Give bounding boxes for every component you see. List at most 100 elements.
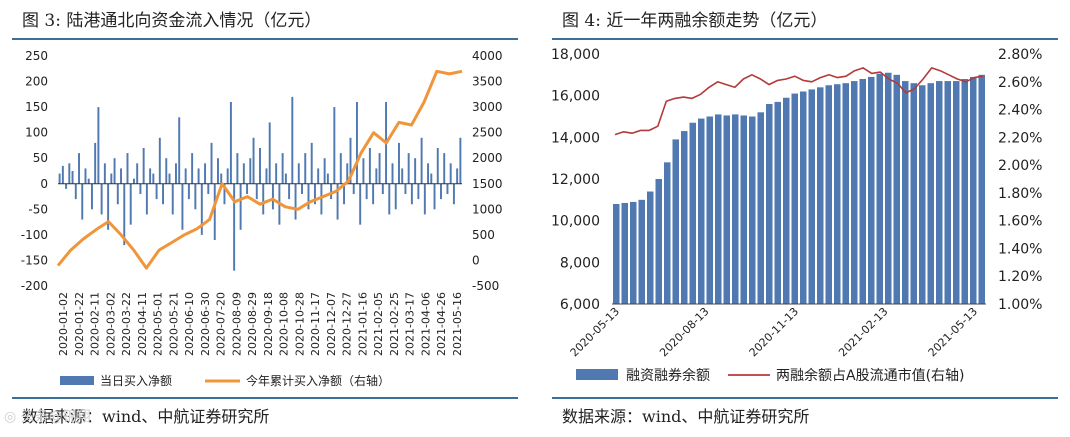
x-tick-label: 2020-06-30	[199, 292, 212, 356]
right-y-tick: -500	[472, 279, 499, 293]
flow-bar	[74, 183, 77, 200]
x-tick-label: 2021-03-17	[404, 292, 417, 356]
margin-bar	[842, 83, 849, 304]
flow-bar	[142, 148, 145, 184]
margin-bar	[808, 89, 815, 304]
flow-bar	[407, 153, 410, 184]
margin-bar	[978, 74, 985, 304]
flow-bar	[107, 183, 110, 230]
flow-bar	[375, 168, 378, 184]
flow-bar	[213, 183, 216, 240]
right-y-tick: 2.80%	[998, 47, 1042, 63]
x-tick-label: 2020-07-20	[215, 292, 228, 356]
right-y-tick: 1.40%	[998, 241, 1042, 257]
flow-bar	[58, 173, 61, 184]
right-title-rule	[552, 38, 1058, 40]
flow-bar	[223, 183, 226, 205]
flow-bar	[317, 168, 320, 184]
flow-bar	[410, 183, 413, 205]
x-tick-label: 2020-08-09	[230, 292, 243, 356]
left-y-tick: 250	[25, 49, 48, 63]
flow-bar	[443, 153, 446, 184]
margin-bar	[621, 202, 628, 304]
margin-bar	[927, 83, 934, 304]
flow-bar	[61, 165, 64, 184]
left-chart-panel: 图 3: 陆港通北向资金流入情况（亿元） 250 200 150 100 50 0 -50-…	[0, 0, 530, 437]
right-y-tick: 1.00%	[998, 297, 1042, 313]
legend-bar-label: 当日买入净额	[100, 374, 172, 388]
flow-bar	[78, 153, 80, 184]
x-tick-label: 2021-02-25	[388, 292, 401, 356]
flow-bar	[129, 183, 132, 225]
flow-bar	[294, 183, 297, 220]
x-tick-label: 2020-04-11	[136, 292, 149, 356]
flow-bar	[110, 173, 113, 184]
flow-bar	[355, 102, 358, 184]
left-y-tick: 12,000	[551, 172, 600, 188]
flow-bar	[368, 148, 371, 184]
flow-bar	[394, 183, 397, 210]
flow-bar	[284, 173, 287, 184]
left-y-tick: 10,000	[551, 214, 600, 230]
margin-bar	[766, 104, 773, 304]
x-tick-label: 2021-02-05	[372, 292, 385, 356]
left-y-tick: -150	[21, 253, 48, 267]
margin-bar	[715, 114, 722, 304]
flow-bar	[275, 163, 278, 184]
flow-bar	[120, 168, 122, 184]
margin-bar	[851, 81, 858, 304]
left-y-tick: 8,000	[560, 255, 600, 271]
right-y-tick: 1000	[472, 202, 503, 216]
flow-bar	[165, 158, 168, 184]
x-tick-label: 2020-02-11	[89, 292, 102, 356]
x-tick-label: 2020-08-29	[246, 292, 259, 356]
ratio-line	[614, 67, 984, 136]
margin-bar	[919, 85, 926, 304]
left-title-rule	[12, 38, 518, 40]
margin-bar	[630, 201, 637, 304]
margin-bar	[834, 84, 841, 305]
flow-bar	[446, 183, 449, 194]
x-tick-label: 2020-06-10	[183, 292, 196, 356]
left-y-tick: 200	[25, 75, 48, 89]
margin-bar	[698, 118, 705, 304]
left-y-tick: 50	[33, 151, 48, 165]
margin-bar	[655, 179, 662, 304]
flow-bar	[414, 158, 417, 184]
flow-bar	[187, 183, 190, 200]
flow-bar	[191, 153, 194, 184]
flow-bar	[168, 173, 171, 184]
flow-bar	[171, 183, 174, 215]
flow-bar	[162, 183, 165, 205]
left-source-rule	[12, 397, 518, 399]
flow-bar	[268, 122, 271, 184]
legend-line-label: 今年累计买入净额（右轴）	[246, 373, 390, 388]
flow-bar	[372, 183, 375, 205]
left-y-tick: -50	[28, 202, 48, 216]
x-tick-label: 2021-05-13	[926, 305, 980, 359]
left-y-tick: -100	[21, 228, 48, 242]
flow-bar	[301, 183, 303, 194]
right-y-tick: 2.60%	[998, 75, 1042, 91]
left-chart-title: 图 3: 陆港通北向资金流入情况（亿元）	[22, 11, 322, 31]
x-tick-label: 2020-09-18	[262, 292, 275, 356]
right-y-tick: 0	[472, 253, 480, 267]
margin-bar	[664, 162, 671, 304]
margin-bar	[723, 115, 730, 305]
margin-bar	[936, 81, 943, 304]
flow-bar	[194, 183, 197, 210]
flow-bar	[197, 168, 200, 184]
margin-bar	[732, 114, 739, 304]
x-tick-label: 2020-01-22	[73, 292, 86, 356]
flow-bar	[242, 163, 245, 184]
left-y-tick: -200	[21, 279, 48, 293]
flow-bar	[259, 148, 261, 184]
flow-bar	[362, 158, 365, 184]
x-tick-label: 2020-12-07	[325, 292, 338, 356]
flow-bar	[288, 183, 291, 200]
flow-bar	[136, 163, 139, 184]
flow-bar	[304, 153, 307, 184]
margin-bar	[681, 131, 688, 304]
right-source-note: 数据来源：wind、中航证券研究所	[562, 407, 810, 426]
northbound-flow-chart: 250200150100500-50-100-150-2004000350030…	[21, 49, 503, 388]
